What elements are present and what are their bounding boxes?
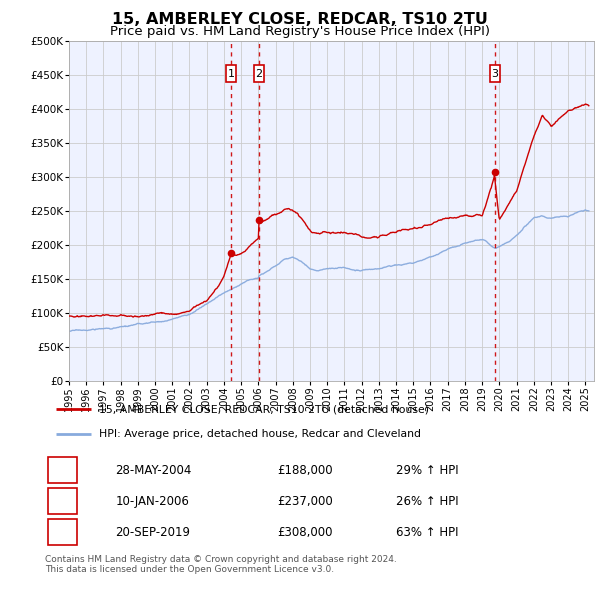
Text: 3: 3 bbox=[59, 526, 67, 539]
Text: 2: 2 bbox=[255, 69, 262, 79]
Text: £308,000: £308,000 bbox=[277, 526, 332, 539]
FancyBboxPatch shape bbox=[490, 65, 499, 83]
Text: 26% ↑ HPI: 26% ↑ HPI bbox=[396, 494, 458, 508]
Text: 2: 2 bbox=[59, 494, 67, 508]
Text: 28-MAY-2004: 28-MAY-2004 bbox=[115, 464, 191, 477]
Text: HPI: Average price, detached house, Redcar and Cleveland: HPI: Average price, detached house, Redc… bbox=[99, 429, 421, 439]
FancyBboxPatch shape bbox=[48, 519, 77, 546]
Text: 29% ↑ HPI: 29% ↑ HPI bbox=[396, 464, 458, 477]
Text: 3: 3 bbox=[491, 69, 498, 79]
FancyBboxPatch shape bbox=[254, 65, 264, 83]
Text: This data is licensed under the Open Government Licence v3.0.: This data is licensed under the Open Gov… bbox=[45, 565, 334, 573]
FancyBboxPatch shape bbox=[48, 457, 77, 483]
Text: £237,000: £237,000 bbox=[277, 494, 333, 508]
Text: Contains HM Land Registry data © Crown copyright and database right 2024.: Contains HM Land Registry data © Crown c… bbox=[45, 555, 397, 563]
Text: 1: 1 bbox=[227, 69, 235, 79]
Text: 10-JAN-2006: 10-JAN-2006 bbox=[115, 494, 189, 508]
FancyBboxPatch shape bbox=[48, 488, 77, 514]
Text: Price paid vs. HM Land Registry's House Price Index (HPI): Price paid vs. HM Land Registry's House … bbox=[110, 25, 490, 38]
Text: 20-SEP-2019: 20-SEP-2019 bbox=[115, 526, 190, 539]
Text: £188,000: £188,000 bbox=[277, 464, 333, 477]
Text: 1: 1 bbox=[59, 464, 67, 477]
Text: 15, AMBERLEY CLOSE, REDCAR, TS10 2TU: 15, AMBERLEY CLOSE, REDCAR, TS10 2TU bbox=[112, 12, 488, 27]
Text: 63% ↑ HPI: 63% ↑ HPI bbox=[396, 526, 458, 539]
Text: 15, AMBERLEY CLOSE, REDCAR, TS10 2TU (detached house): 15, AMBERLEY CLOSE, REDCAR, TS10 2TU (de… bbox=[99, 404, 429, 414]
FancyBboxPatch shape bbox=[226, 65, 236, 83]
